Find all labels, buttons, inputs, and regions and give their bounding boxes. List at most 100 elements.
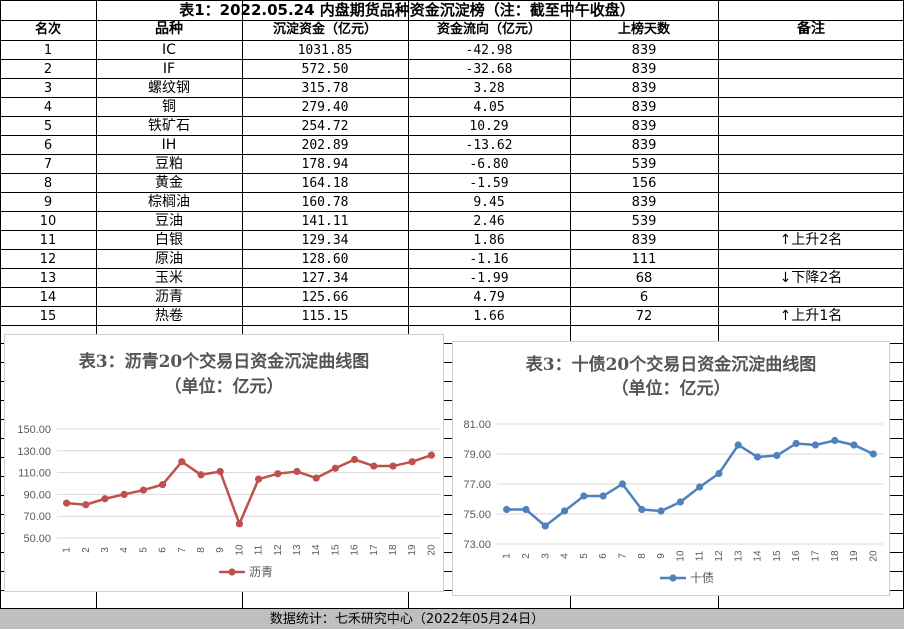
table-cell-rank[interactable]: 9 <box>43 195 53 210</box>
table-cell-name[interactable]: IC <box>162 42 176 58</box>
table-cell-note[interactable] <box>718 174 904 193</box>
data-point <box>216 467 224 476</box>
table-cell-rank[interactable]: 4 <box>43 100 53 115</box>
table-cell-amount[interactable]: 279.40 <box>301 100 349 115</box>
table-cell-name[interactable]: 原油 <box>155 251 183 267</box>
table-cell-note[interactable] <box>718 136 904 155</box>
table-cell-rank[interactable]: 10 <box>39 214 57 229</box>
table-cell-days[interactable]: 839 <box>631 195 657 210</box>
table-cell-note[interactable]: ↑上升1名 <box>779 308 843 324</box>
table-cell-flow[interactable]: -1.99 <box>469 271 509 286</box>
table-cell-flow[interactable]: 1.86 <box>473 233 505 248</box>
table-cell-note[interactable] <box>718 212 904 231</box>
data-point <box>63 499 71 507</box>
table-cell-amount[interactable]: 254.72 <box>301 119 349 134</box>
table-cell-amount[interactable]: 202.89 <box>301 138 349 153</box>
table-cell-rank[interactable]: 11 <box>39 233 57 248</box>
grid-line-horizontal <box>0 78 904 79</box>
table-cell-flow[interactable]: 4.05 <box>473 100 505 115</box>
table-cell-note[interactable] <box>718 98 904 117</box>
table-cell-days[interactable]: 839 <box>631 62 657 77</box>
table-cell-amount[interactable]: 178.94 <box>301 157 349 172</box>
table-cell-note[interactable] <box>718 288 904 307</box>
asphalt-chart[interactable]: 表3：沥青20个交易日资金沉淀曲线图 （单位：亿元） 50.00 70.00 90.… <box>4 334 444 592</box>
table-cell-rank[interactable]: 8 <box>43 176 53 191</box>
table-cell-name[interactable]: 沥青 <box>155 289 183 305</box>
table-cell-days[interactable]: 539 <box>631 157 657 172</box>
table-cell-rank[interactable]: 12 <box>39 252 57 267</box>
table-cell-flow[interactable]: -42.98 <box>465 43 513 58</box>
table-cell-name[interactable]: 玉米 <box>155 270 183 286</box>
table-cell-amount[interactable]: 128.60 <box>301 252 349 267</box>
table-cell-name[interactable]: 黄金 <box>155 175 183 191</box>
table-cell-name[interactable]: 豆粕 <box>155 156 183 172</box>
table-cell-name[interactable]: 白银 <box>155 232 183 248</box>
table-cell-days[interactable]: 839 <box>631 43 657 58</box>
table-cell-name[interactable]: 热卷 <box>155 308 183 324</box>
table-cell-days[interactable]: 6 <box>639 290 649 305</box>
table-cell-note[interactable] <box>718 155 904 174</box>
table-cell-note[interactable] <box>718 79 904 98</box>
table-cell-rank[interactable]: 2 <box>43 62 53 77</box>
table-cell-rank[interactable]: 14 <box>39 290 57 305</box>
table-cell-days[interactable]: 111 <box>631 252 657 267</box>
table-cell-days[interactable]: 839 <box>631 100 657 115</box>
table-cell-days[interactable]: 72 <box>635 309 653 324</box>
table-cell-days[interactable]: 156 <box>631 176 657 191</box>
table-cell-amount[interactable]: 164.18 <box>301 176 349 191</box>
x-tick-label: 2 <box>521 553 532 559</box>
table-cell-flow[interactable]: 1.66 <box>473 309 505 324</box>
table-cell-name[interactable]: IH <box>161 137 177 153</box>
table-cell-days[interactable]: 539 <box>631 214 657 229</box>
table-cell-amount[interactable]: 572.50 <box>301 62 349 77</box>
table-cell-amount[interactable]: 315.78 <box>301 81 349 96</box>
table-cell-name[interactable]: 豆油 <box>155 213 183 229</box>
table-cell-days[interactable]: 839 <box>631 233 657 248</box>
table-cell-flow[interactable]: 3.28 <box>473 81 505 96</box>
table-cell-note[interactable]: ↓下降2名 <box>779 270 843 286</box>
table-cell-rank[interactable]: 15 <box>39 309 57 324</box>
table-cell-days[interactable]: 68 <box>635 271 653 286</box>
table-cell-amount[interactable]: 127.34 <box>301 271 349 286</box>
y-tick-label: 90.00 <box>23 489 51 501</box>
table-cell-note[interactable] <box>718 41 904 60</box>
table-cell-amount[interactable]: 1031.85 <box>297 43 353 58</box>
table-cell-flow[interactable]: 2.46 <box>473 214 505 229</box>
table-cell-note[interactable]: ↑上升2名 <box>779 232 843 248</box>
x-tick-label: 3 <box>540 553 551 559</box>
x-tick-label: 5 <box>579 553 590 559</box>
table-cell-name[interactable]: 铁矿石 <box>148 118 190 134</box>
table-cell-days[interactable]: 839 <box>631 81 657 96</box>
table-cell-rank[interactable]: 7 <box>43 157 53 172</box>
table-cell-days[interactable]: 839 <box>631 138 657 153</box>
table-cell-flow[interactable]: -1.59 <box>469 176 509 191</box>
table-cell-flow[interactable]: -13.62 <box>465 138 513 153</box>
table-cell-name[interactable]: 棕榈油 <box>148 194 190 210</box>
table-cell-name[interactable]: IF <box>162 61 176 77</box>
table-cell-flow[interactable]: 10.29 <box>469 119 509 134</box>
chart-title: 表3：沥青20个交易日资金沉淀曲线图 <box>78 352 370 372</box>
table-cell-rank[interactable]: 6 <box>43 138 53 153</box>
table-cell-note[interactable] <box>718 117 904 136</box>
table-cell-flow[interactable]: 9.45 <box>473 195 505 210</box>
table-cell-amount[interactable]: 160.78 <box>301 195 349 210</box>
table-cell-name[interactable]: 铜 <box>162 99 176 115</box>
table-cell-note[interactable] <box>718 60 904 79</box>
table-cell-flow[interactable]: 4.79 <box>473 290 505 305</box>
table-cell-note[interactable] <box>718 250 904 269</box>
table-cell-amount[interactable]: 129.34 <box>301 233 349 248</box>
table-cell-days[interactable]: 839 <box>631 119 657 134</box>
table-cell-rank[interactable]: 5 <box>43 119 53 134</box>
table-cell-flow[interactable]: -32.68 <box>465 62 513 77</box>
table-cell-rank[interactable]: 1 <box>43 43 53 58</box>
table-cell-amount[interactable]: 115.15 <box>301 309 349 324</box>
table-cell-rank[interactable]: 13 <box>39 271 57 286</box>
table-cell-flow[interactable]: -6.80 <box>469 157 509 172</box>
table-cell-amount[interactable]: 125.66 <box>301 290 349 305</box>
table-cell-rank[interactable]: 3 <box>43 81 53 96</box>
table-cell-note[interactable] <box>718 193 904 212</box>
table-cell-amount[interactable]: 141.11 <box>301 214 349 229</box>
ten-year-bond-chart[interactable]: 表3：十债20个交易日资金沉淀曲线图 （单位：亿元） 73.00 75.00 77.… <box>452 341 890 596</box>
table-cell-flow[interactable]: -1.16 <box>469 252 509 267</box>
table-cell-name[interactable]: 螺纹钢 <box>148 80 190 96</box>
